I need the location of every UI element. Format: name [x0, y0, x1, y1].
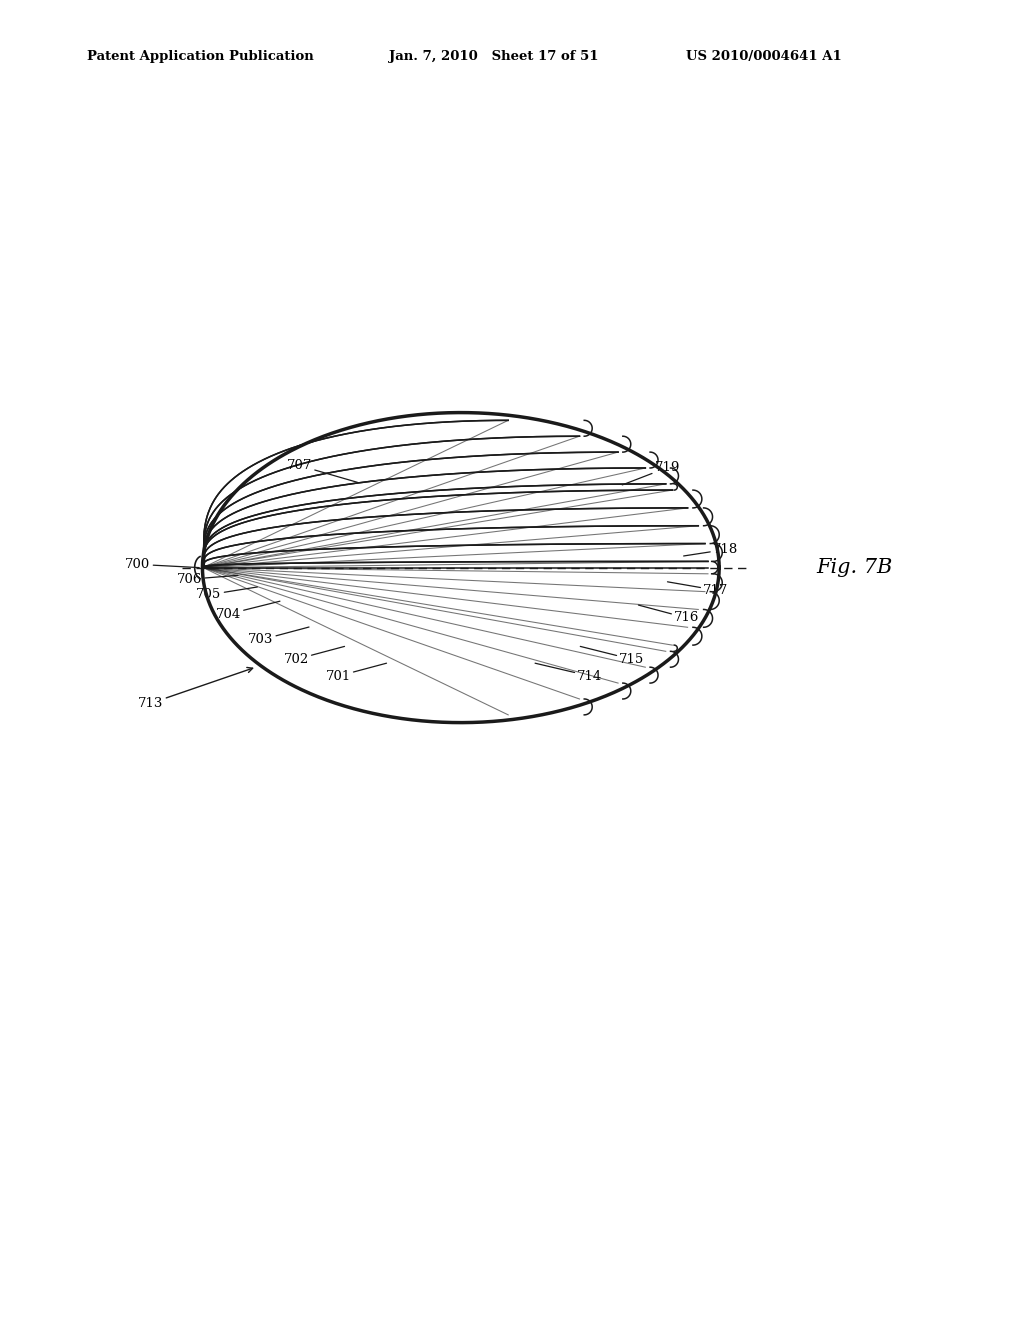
Text: 703: 703 [248, 627, 309, 647]
Text: Fig. 7B: Fig. 7B [816, 558, 893, 577]
Text: 702: 702 [284, 647, 344, 665]
Text: 701: 701 [326, 663, 386, 682]
Text: 715: 715 [581, 647, 644, 665]
Text: 704: 704 [216, 601, 280, 620]
Text: 700: 700 [125, 558, 200, 570]
Text: 707: 707 [287, 459, 357, 482]
Text: 716: 716 [638, 605, 699, 624]
Text: 705: 705 [197, 587, 257, 601]
Text: Jan. 7, 2010   Sheet 17 of 51: Jan. 7, 2010 Sheet 17 of 51 [389, 50, 599, 63]
Text: US 2010/0004641 A1: US 2010/0004641 A1 [686, 50, 842, 63]
Text: 719: 719 [623, 461, 680, 484]
Text: 714: 714 [536, 663, 602, 682]
Text: 717: 717 [668, 582, 729, 597]
Text: 718: 718 [684, 543, 738, 556]
Text: Patent Application Publication: Patent Application Publication [87, 50, 313, 63]
Text: 706: 706 [177, 573, 238, 586]
Text: 713: 713 [138, 668, 253, 710]
